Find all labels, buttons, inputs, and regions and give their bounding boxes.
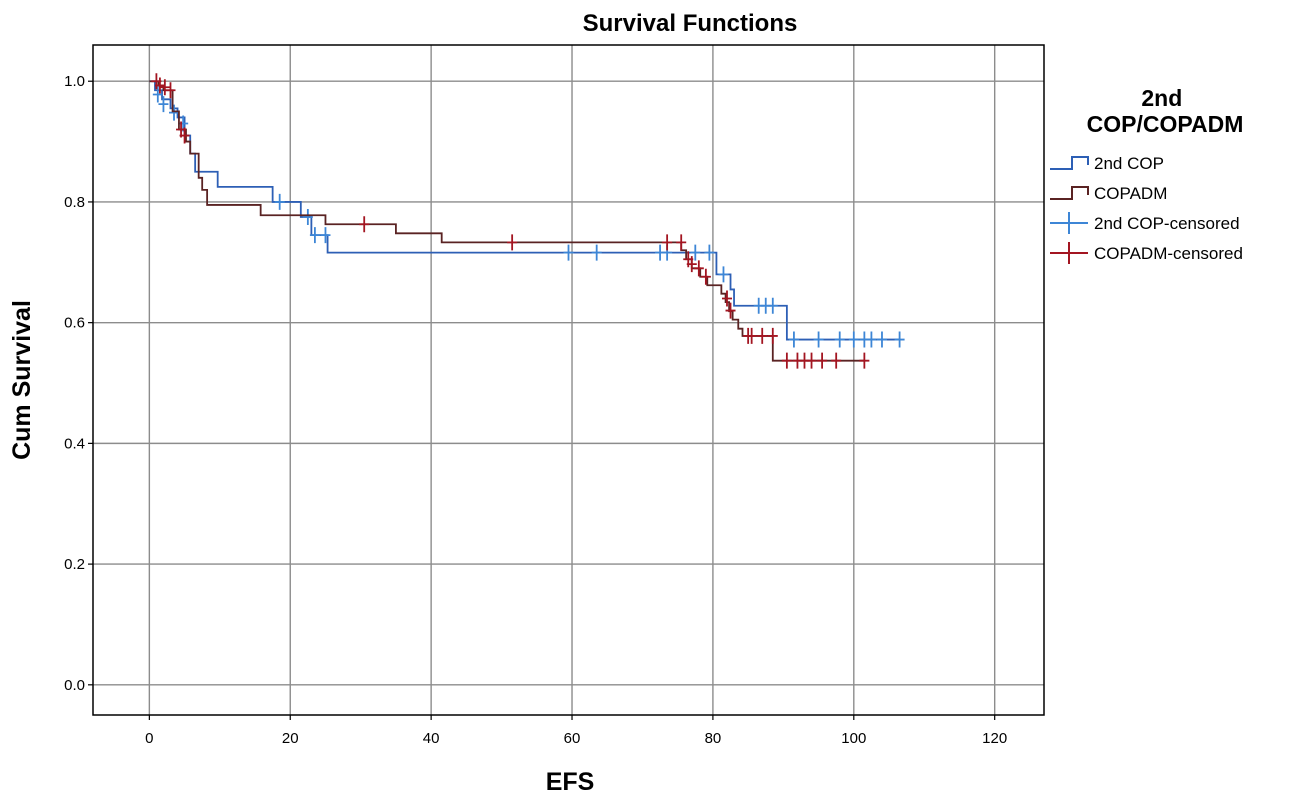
censor-mark bbox=[859, 352, 870, 369]
y-tick-label: 0.6 bbox=[64, 315, 85, 332]
y-tick-label: 1.0 bbox=[64, 73, 85, 90]
x-tick-label: 120 bbox=[982, 730, 1007, 747]
grid-lines bbox=[93, 45, 1044, 715]
chart-title: Survival Functions bbox=[583, 10, 798, 37]
censor-mark bbox=[848, 331, 859, 348]
censor-mark bbox=[700, 268, 711, 285]
censor-mark bbox=[718, 266, 729, 283]
censor-mark bbox=[309, 227, 320, 244]
legend-items: 2nd COP COPADM 2nd COP-censored COPADM-cens… bbox=[1050, 154, 1243, 264]
plot-frame bbox=[92, 44, 1045, 716]
censor-mark bbox=[894, 331, 905, 348]
x-tick-label: 100 bbox=[841, 730, 866, 747]
censor-mark bbox=[662, 234, 673, 251]
x-tick-label: 20 bbox=[282, 730, 299, 747]
censor-mark bbox=[806, 352, 817, 369]
censor-mark bbox=[169, 104, 180, 121]
legend-swatch bbox=[1050, 186, 1089, 200]
y-tick-label: 0.0 bbox=[64, 677, 85, 694]
survival-curve bbox=[149, 80, 900, 341]
censor-mark bbox=[676, 234, 687, 251]
censor-mark bbox=[693, 260, 704, 277]
censor-mark bbox=[767, 297, 778, 314]
censor-mark bbox=[788, 331, 799, 348]
censor-mark bbox=[507, 234, 518, 251]
censor-mark bbox=[704, 244, 715, 261]
censor-mark bbox=[158, 96, 169, 113]
legend-title-line: 2nd bbox=[1141, 85, 1182, 111]
y-tick-label: 0.2 bbox=[64, 556, 85, 573]
y-axis-label: Cum Survival bbox=[8, 300, 36, 460]
censor-mark bbox=[781, 352, 792, 369]
legend: 2nd COP/COPADM 2nd COP COPADM 2nd COP-cens… bbox=[1050, 85, 1243, 264]
censor-mark bbox=[165, 82, 176, 99]
censor-mark bbox=[767, 327, 778, 344]
y-tick-label: 0.4 bbox=[64, 435, 85, 452]
x-axis: 0 20 40 60 80 100 120 bbox=[145, 715, 1007, 747]
censor-mark bbox=[320, 227, 331, 244]
censor-mark bbox=[591, 244, 602, 261]
censor-mark bbox=[817, 352, 828, 369]
censor-mark bbox=[831, 352, 842, 369]
censor-mark bbox=[757, 327, 768, 344]
censor-mark bbox=[686, 256, 697, 273]
censor-mark bbox=[725, 302, 736, 319]
censor-mark bbox=[866, 331, 877, 348]
legend-swatch bbox=[1050, 156, 1089, 170]
censor-mark bbox=[813, 331, 824, 348]
legend-label: 2nd COP bbox=[1094, 154, 1164, 173]
censor-mark bbox=[359, 216, 370, 233]
legend-swatch bbox=[1050, 242, 1088, 264]
censor-mark bbox=[274, 193, 285, 210]
x-tick-label: 80 bbox=[705, 730, 722, 747]
legend-label: 2nd COP-censored bbox=[1094, 214, 1240, 233]
legend-label: COPADM-censored bbox=[1094, 244, 1243, 263]
censor-mark bbox=[179, 127, 190, 144]
x-axis-label: EFS bbox=[546, 768, 595, 796]
censor-mark bbox=[746, 327, 757, 344]
censor-mark bbox=[834, 331, 845, 348]
censor-mark bbox=[302, 209, 313, 226]
y-axis: 0.0 0.2 0.4 0.6 0.8 1.0 bbox=[64, 73, 93, 694]
x-tick-label: 40 bbox=[423, 730, 440, 747]
x-tick-label: 0 bbox=[145, 730, 153, 747]
censor-mark bbox=[876, 331, 887, 348]
legend-title-line: COP/COPADM bbox=[1087, 111, 1244, 137]
legend-label: COPADM bbox=[1094, 184, 1167, 203]
censor-mark bbox=[563, 244, 574, 261]
censor-mark bbox=[152, 86, 163, 103]
survival-curve bbox=[149, 80, 865, 362]
censor-mark bbox=[159, 79, 170, 96]
censor-mark bbox=[722, 290, 732, 307]
censor-mark bbox=[690, 244, 701, 261]
y-tick-label: 0.8 bbox=[64, 194, 85, 211]
legend-swatch bbox=[1050, 212, 1088, 234]
censor-mark bbox=[154, 77, 165, 94]
series-layer bbox=[149, 73, 905, 369]
x-tick-label: 60 bbox=[564, 730, 581, 747]
legend-title: 2nd COP/COPADM bbox=[1087, 85, 1244, 137]
